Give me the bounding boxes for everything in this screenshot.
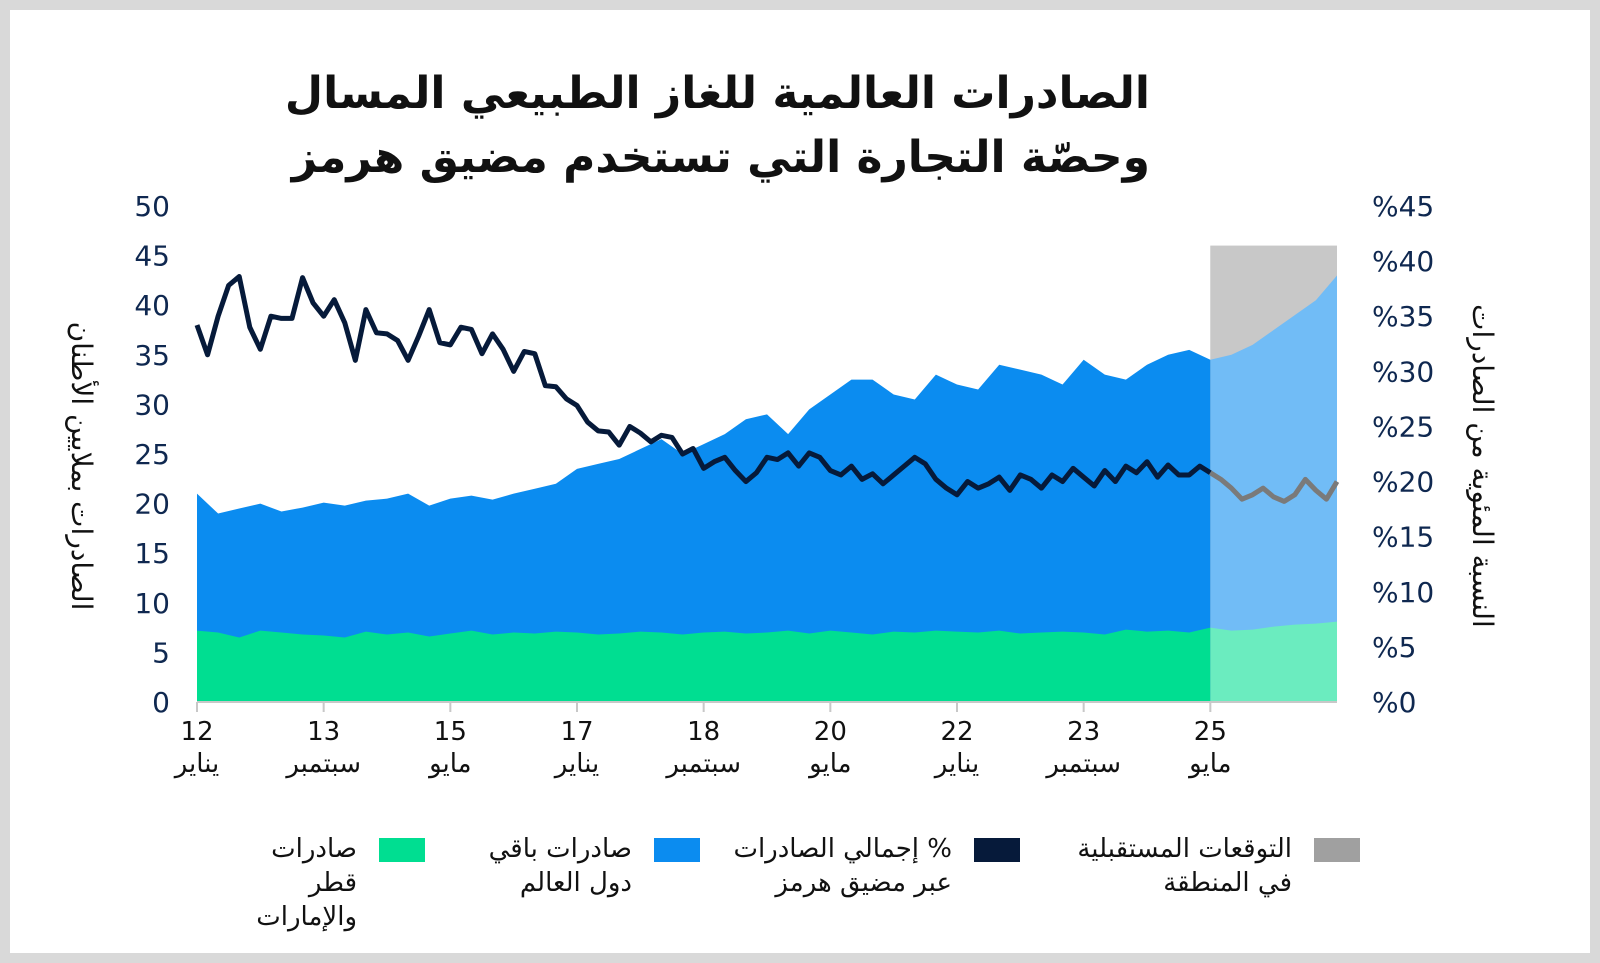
y-left-tick-label: 15: [134, 537, 170, 570]
x-tick-month: يناير: [933, 749, 980, 779]
chart-title: الصادرات العالمية للغاز الطبيعي المسال و…: [280, 62, 1150, 190]
area-rest-world-forecast: [1210, 275, 1337, 702]
y-left-tick-label: 20: [134, 488, 170, 521]
area-qatar-uae-forecast: [1210, 621, 1337, 702]
chart-title-line-2: وحصّة التجارة التي تستخدم مضيق هرمز: [291, 132, 1150, 183]
line-hormuz-share-forecast: [1209, 470, 1340, 504]
y-axis-right-title: النسبة المئوية من الصادرات: [1466, 304, 1499, 628]
y-left-tick-label: 5: [152, 636, 170, 669]
area-rest-world: [197, 275, 1337, 702]
x-tick-year: 13: [307, 717, 340, 747]
y-right-tick-label: %10: [1372, 576, 1434, 609]
x-tick-year: 12: [180, 717, 213, 747]
y-right-tick-label: %5: [1372, 631, 1416, 664]
y-right-tick-label: %30: [1372, 355, 1434, 388]
x-tick-month: مايو: [807, 749, 852, 779]
x-tick-year: 23: [1067, 717, 1100, 747]
x-tick-year: 22: [940, 717, 973, 747]
y-right-tick-label: %45: [1372, 190, 1434, 223]
x-tick-year: 15: [434, 717, 467, 747]
y-left-tick-label: 30: [134, 388, 170, 421]
plot-area: [194, 245, 1340, 702]
x-tick-month: يناير: [553, 749, 600, 779]
y-axis-left-title: الصادرات بملايين الأطنان: [65, 322, 100, 611]
y-right-tick-label: %0: [1372, 686, 1416, 719]
x-tick-year: 20: [814, 717, 847, 747]
line-hormuz-share: [194, 274, 1212, 498]
area-qatar-uae: [197, 621, 1337, 702]
chart-title-line-1: الصادرات العالمية للغاز الطبيعي المسال: [284, 68, 1150, 119]
y-left-tick-label: 25: [134, 438, 170, 471]
x-tick-month: سبتمبر: [664, 749, 741, 779]
forecast-region-overlay: [1210, 245, 1337, 702]
y-right-tick-label: %25: [1372, 410, 1434, 443]
x-tick-month: مايو: [427, 749, 472, 779]
y-right-tick-label: %15: [1372, 521, 1434, 554]
y-right-tick-label: %40: [1372, 245, 1434, 278]
x-tick-year: 17: [560, 717, 593, 747]
y-right-tick-label: %20: [1372, 466, 1434, 499]
x-tick-month: مايو: [1187, 749, 1232, 779]
y-left-tick-label: 10: [134, 587, 170, 620]
y-right-tick-label: %35: [1372, 300, 1434, 333]
x-tick-year: 25: [1194, 717, 1227, 747]
x-tick-month: يناير: [173, 749, 220, 779]
y-left-tick-label: 35: [134, 339, 170, 372]
y-left-tick-label: 40: [134, 289, 170, 322]
y-left-tick-label: 50: [134, 190, 170, 223]
x-tick-month: سبتمبر: [1044, 749, 1121, 779]
y-left-tick-label: 0: [152, 686, 170, 719]
y-left-tick-label: 45: [134, 240, 170, 273]
x-tick-year: 18: [687, 717, 720, 747]
x-tick-month: سبتمبر: [284, 749, 361, 779]
axes: 0 5 10 15 20 25 30 35 40 45 50 %0 %5 %10 %15 %20 %25 %30%…: [134, 190, 1434, 779]
